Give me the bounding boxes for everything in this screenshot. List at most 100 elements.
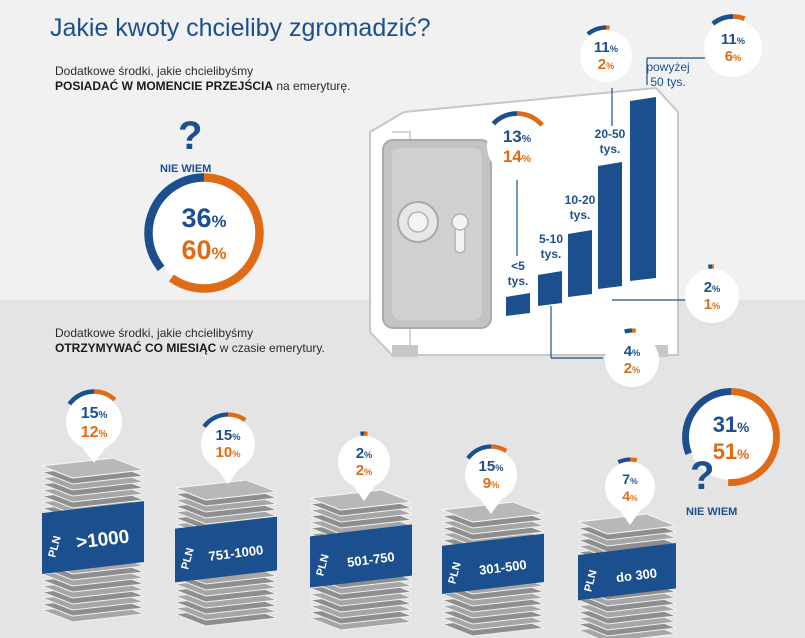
pln-label: PLN (314, 553, 331, 577)
stack-label-4: do 300 (615, 565, 658, 585)
stack-band-2 (310, 524, 412, 588)
bubble-safe-10-20-values: 2% 1% (685, 278, 739, 314)
bubble-unknown-top-orange-value: 60% (181, 234, 227, 265)
bubble-stack-751-1000 (201, 412, 255, 484)
stack-label-2: 501-750 (346, 549, 395, 570)
stack-label-1: 751-1000 (208, 542, 264, 564)
bubble-stack-do300-blue-arc (617, 457, 631, 464)
bubble-unknown-bottom-values: 31% 51% (688, 413, 774, 467)
bubble-unknown-top (144, 173, 264, 293)
bubble-unknown-bottom (682, 388, 780, 486)
bubble-stack-751-1000-blue-arc (202, 412, 229, 429)
page-title: Jakie kwoty chcieliby zgromadzić? (50, 14, 431, 42)
bubble-safe-lt5-blue-value: 13% (502, 126, 532, 146)
bubble-stack-751-1000-blue-value: 15% (215, 426, 241, 444)
bubble-safe-20-50 (580, 25, 632, 82)
bubble-stack-gt1000-blue-arc (67, 389, 95, 406)
connector-lines (516, 57, 705, 359)
bubble-safe-20-50-values: 11% 2% (580, 38, 632, 74)
section1-line1: Dodatkowe środki, jakie chcielibyśmy (55, 64, 254, 78)
bubble-stack-gt1000-orange-value: 12% (80, 424, 108, 441)
bubble-safe-5-10-blue-value: 4% (623, 342, 641, 360)
stack-band-0 (42, 501, 144, 574)
bubble-safe-20-50-blue-value: 11% (593, 38, 619, 56)
bubble-safe-5-10-blue-arc (624, 328, 633, 334)
bubble-safe-above50-blue-arc (711, 14, 734, 26)
bubble-safe-lt5 (487, 111, 547, 176)
safe-bar-2 (568, 230, 592, 297)
safe-bar-1 (538, 271, 562, 306)
stack-label-3: 301-500 (478, 557, 527, 578)
bubble-safe-10-20 (685, 264, 739, 323)
stack-band-4 (578, 543, 676, 601)
bubble-stack-501-750 (338, 431, 390, 501)
paper-stack-0: PLN >1000 (41, 457, 145, 623)
bubble-unknown-bottom-orange-value: 51% (712, 439, 750, 464)
stack-band-1 (175, 516, 277, 583)
bubble-safe-above50-values: 11% 6% (704, 30, 762, 66)
safe-bars (506, 97, 656, 316)
section1-bold: POSIADAĆ W MOMENCIE PRZEJŚCIA (55, 79, 274, 93)
percent-bubbles (66, 14, 780, 525)
safe-bar-3 (598, 162, 622, 289)
bubble-safe-lt5-blue-arc (491, 111, 518, 126)
bubble-stack-301-500-orange-arc (490, 444, 508, 453)
bubble-stack-do300-orange-arc (629, 457, 638, 463)
paper-stack-2: PLN 501-750 (309, 489, 413, 631)
bubble-unknown-bottom-blue-value: 31% (712, 412, 750, 438)
bubble-stack-501-750-values: 2% 2% (338, 444, 390, 480)
bubble-stack-301-500-values: 15% 9% (465, 457, 517, 493)
bubble-unknown-bottom-orange-arc (727, 388, 780, 486)
section2-description: Dodatkowe środki, jakie chcielibyśmy OTR… (55, 326, 325, 356)
section2-bold: OTRZYMYWAĆ CO MIESIĄC (55, 341, 217, 355)
bar-label-5-10: 5-10 tys. (538, 232, 564, 261)
bubble-stack-501-750-blue-value: 2% (355, 444, 373, 462)
bubble-stack-301-500-blue-arc (466, 444, 492, 460)
section2-rest: w czasie emerytury. (219, 341, 325, 355)
bubble-stack-751-1000-orange-arc (227, 412, 247, 422)
pln-label: PLN (179, 547, 196, 571)
question-mark-icon: ? (690, 454, 715, 498)
unknown-label-top: NIE WIEM (160, 163, 212, 175)
pln-label: PLN (46, 535, 63, 559)
bar-label-20-50: 20-50 tys. (594, 127, 626, 156)
bubble-stack-751-1000-values: 15% 10% (201, 426, 255, 462)
bubble-unknown-bottom-blue-arc (682, 388, 732, 456)
bubble-stack-gt1000-orange-arc (93, 389, 117, 402)
bubble-unknown-top-blue-value: 36% (181, 202, 227, 233)
bubble-safe-lt5-orange-value: 14% (502, 146, 532, 166)
section1-description: Dodatkowe środki, jakie chcielibyśmy POS… (55, 64, 350, 94)
bubble-unknown-top-orange-arc (168, 173, 264, 293)
bubble-safe-5-10-values: 4% 2% (605, 342, 659, 378)
bubble-safe-10-20-orange-value: 1% (703, 296, 721, 313)
bubble-safe-above50-blue-value: 11% (720, 30, 746, 48)
bubble-safe-20-50-blue-arc (586, 25, 607, 36)
pln-label: PLN (446, 561, 463, 585)
bubble-stack-do300-orange-value: 4% (622, 488, 638, 504)
bubble-stack-do300 (605, 457, 655, 525)
bubble-safe-5-10-orange-value: 2% (623, 360, 641, 377)
section2-line1: Dodatkowe środki, jakie chcielibyśmy (55, 326, 254, 340)
bubble-stack-301-500-blue-value: 15% (478, 457, 504, 475)
bubble-stack-301-500-orange-value: 9% (482, 475, 500, 492)
stack-band-3 (442, 533, 544, 594)
pln-label: PLN (582, 569, 599, 593)
bubble-stack-751-1000-orange-value: 10% (215, 444, 241, 461)
paper-stack-4: PLN do 300 (577, 513, 677, 638)
bubble-safe-lt5-values: 13% 14% (487, 126, 547, 169)
unknown-label-bottom: NIE WIEM (686, 506, 738, 518)
bubble-unknown-top-values: 36% 60% (151, 202, 257, 268)
bubble-stack-do300-blue-value: 7% (622, 470, 638, 487)
safe-bar-4 (630, 97, 656, 281)
paper-stack-3: PLN 301-500 (441, 501, 545, 637)
paper-stack-1: PLN 751-1000 (174, 479, 278, 627)
safe-bar-0 (506, 293, 530, 316)
bubble-stack-gt1000-values: 15% 12% (66, 405, 122, 444)
bubble-safe-10-20-blue-value: 2% (703, 278, 721, 296)
bubble-stack-gt1000-blue-value: 15% (80, 404, 108, 422)
bubble-safe-5-10 (605, 328, 659, 387)
bubble-stack-301-500 (465, 444, 517, 514)
bubble-stack-gt1000 (66, 389, 122, 463)
section1-rest: na emeryturę. (276, 79, 351, 93)
